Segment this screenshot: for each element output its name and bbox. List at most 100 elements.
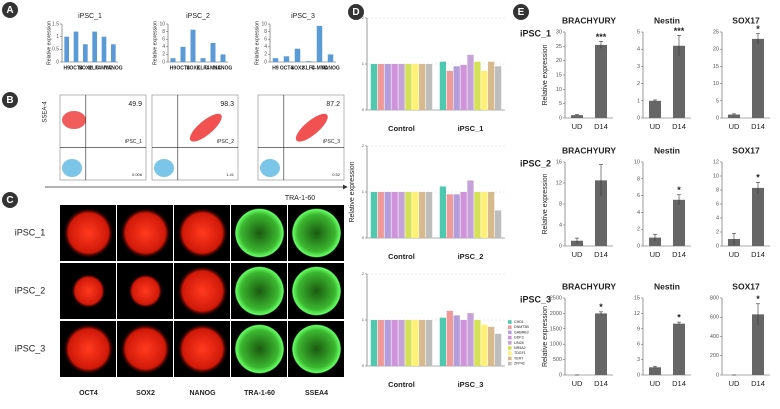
y-tick-label: 1500 xyxy=(550,326,562,332)
legend-label: GABRB3 xyxy=(514,330,529,334)
bar xyxy=(752,314,764,375)
significance: * xyxy=(677,313,681,323)
significance: * xyxy=(756,24,760,34)
y-tick-label: 8 xyxy=(264,29,267,35)
bar xyxy=(377,320,384,366)
y-tick-label: 5 xyxy=(559,101,562,107)
significance: *** xyxy=(596,32,607,42)
y-tick-label: 6 xyxy=(716,201,719,207)
colony xyxy=(63,208,114,258)
y-tick-label: 0 xyxy=(264,59,267,65)
y-tick-label: 10 xyxy=(634,159,640,165)
colony xyxy=(234,324,285,374)
y-tick-label: 2500 xyxy=(550,295,562,301)
x-tick-label: Control xyxy=(388,124,415,133)
y-tick-label: 0 xyxy=(716,372,719,378)
chart-title: Nestin xyxy=(654,281,680,291)
x-tick-label: OCT4 xyxy=(280,65,294,71)
image-row-label: iPSC_1 xyxy=(15,227,46,237)
bar xyxy=(425,320,433,366)
chart-title: iPSC_2 xyxy=(186,13,210,20)
bar xyxy=(272,58,279,62)
bar xyxy=(377,64,384,110)
image-column-label: SSEA4 xyxy=(305,390,328,397)
bar xyxy=(488,326,495,366)
x-tick-label: D14 xyxy=(751,250,765,259)
bar xyxy=(370,64,378,110)
colony xyxy=(177,324,228,374)
bar xyxy=(170,58,176,62)
bar xyxy=(494,333,502,366)
bar xyxy=(595,180,607,246)
y-tick-label: 0 xyxy=(716,243,719,249)
y-axis-label: Relative expression xyxy=(542,44,549,105)
y-tick-label: 10 xyxy=(261,21,267,27)
legend-label: LIN28 xyxy=(514,341,524,345)
y-tick-label: 4 xyxy=(716,215,719,221)
bar xyxy=(398,192,405,238)
bar xyxy=(481,324,488,366)
y-tick-label: 16 xyxy=(556,159,562,165)
legend-label: GDF3 xyxy=(514,336,524,340)
y-axis-label: Relative expression xyxy=(542,173,549,234)
y-tick-label: 10 xyxy=(556,87,562,93)
bar xyxy=(294,48,301,62)
row-label: iPSC_2 xyxy=(520,158,551,168)
bar xyxy=(384,320,391,366)
bar xyxy=(673,45,685,119)
significance: * xyxy=(677,185,681,195)
y-tick-label: 1 xyxy=(362,317,365,322)
x-tick-label: SOX2 xyxy=(186,65,200,71)
chart-title: SOX17 xyxy=(732,15,760,25)
image-column-label: OCT4 xyxy=(79,390,98,397)
bar xyxy=(571,115,583,118)
bar xyxy=(673,199,685,246)
x-tick-label: OCT4 xyxy=(69,65,83,71)
bar xyxy=(384,64,391,110)
significance: * xyxy=(756,173,760,183)
x-tick-label: OCT4 xyxy=(176,65,190,71)
y-tick-label: 1 xyxy=(56,34,59,40)
panel-badge xyxy=(513,4,529,20)
legend-swatch xyxy=(508,335,512,340)
bar xyxy=(111,44,116,62)
y-tick-label: 0 xyxy=(559,243,562,249)
y-tick-label: 1000 xyxy=(550,342,562,348)
bar xyxy=(92,31,97,62)
legend-label: DNMT3B xyxy=(514,325,529,329)
y-tick-label: 20 xyxy=(556,58,562,64)
legend-swatch xyxy=(508,361,512,366)
y-axis-label: Relative expression xyxy=(542,306,549,367)
x-tick-label: UD xyxy=(650,379,661,388)
x-tick-label: D14 xyxy=(594,250,608,259)
bar xyxy=(101,36,107,62)
y-tick-label: 0 xyxy=(559,372,562,378)
panel-label: A xyxy=(6,5,13,16)
y-tick-label: 2 xyxy=(716,229,719,235)
bar xyxy=(439,317,447,366)
panel-label: D xyxy=(352,7,359,18)
y-axis-label: Relative expression xyxy=(254,21,260,65)
y-tick-label: 10 xyxy=(713,173,719,179)
bar xyxy=(305,61,312,62)
quadrant-value: 1.41 xyxy=(226,172,235,177)
image-column-label: TRA-1-60 xyxy=(244,390,275,397)
panel-label: C xyxy=(6,195,13,206)
legend-swatch xyxy=(508,351,512,355)
image-column-label: NANOG xyxy=(189,390,216,397)
bar xyxy=(412,64,419,110)
x-tick-label: SOX2 xyxy=(291,65,305,71)
bar xyxy=(494,66,502,110)
x-tick-label: SOX2 xyxy=(79,65,93,71)
y-tick-label: 3 xyxy=(637,64,640,70)
y-tick-label: 8 xyxy=(162,29,165,35)
y-tick-label: 600 xyxy=(710,315,719,321)
panel-badge xyxy=(2,192,18,208)
y-tick-label: 0 xyxy=(637,243,640,249)
x-tick-label: NANOG xyxy=(214,65,233,71)
x-tick-label: KLF4 xyxy=(302,65,315,71)
legend-label: ZFP42 xyxy=(514,362,525,366)
significance: * xyxy=(756,294,760,304)
y-tick-label: 4 xyxy=(162,44,165,50)
quadrant-value: 98.3 xyxy=(220,101,234,108)
